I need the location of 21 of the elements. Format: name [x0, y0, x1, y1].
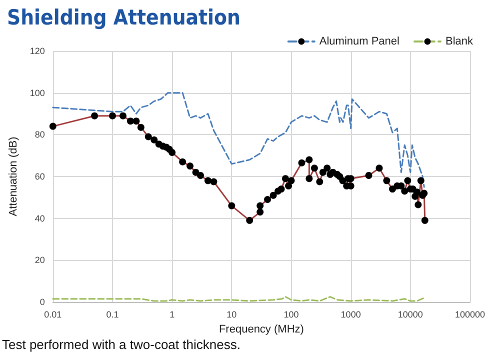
- legend-label: Aluminum Panel: [319, 36, 400, 48]
- text: Test performed with a two-coat thickness.: [2, 337, 240, 352]
- y-tick-label: 60: [34, 172, 45, 182]
- y-tick-label: 0: [40, 297, 45, 307]
- x-tick-label: 100: [284, 310, 299, 320]
- x-tick-label: 10000: [398, 310, 423, 320]
- y-tick-label: 80: [34, 130, 45, 140]
- chart-title: Shielding Attenuation: [7, 6, 240, 30]
- x-axis-title: Frequency (MHz): [218, 324, 304, 336]
- legend-label: Blank: [445, 36, 474, 48]
- y-tick-label: 100: [30, 88, 45, 98]
- x-tick-label: 0.01: [44, 310, 62, 320]
- x-tick-label: 0.1: [106, 310, 119, 320]
- x-tick-label: 10: [226, 310, 237, 320]
- y-tick-label: 40: [34, 213, 45, 224]
- y-tick-label: 120: [30, 46, 45, 56]
- x-tick-label: 1: [170, 310, 175, 320]
- x-tick-label: 1000: [340, 310, 361, 320]
- x-tick-label: 100000: [454, 310, 486, 320]
- y-axis-title: Attenuation (dB): [8, 136, 20, 216]
- y-tick-label: 20: [34, 255, 45, 266]
